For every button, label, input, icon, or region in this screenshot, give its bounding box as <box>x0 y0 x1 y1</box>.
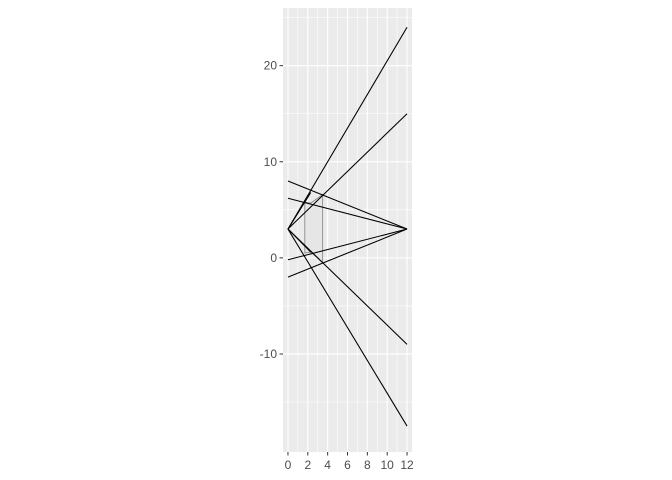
y-tick-label: 0 <box>270 251 277 265</box>
x-tick-label: 6 <box>344 458 351 472</box>
y-tick-label: 10 <box>264 155 278 169</box>
y-tick-label: 20 <box>264 59 278 73</box>
x-tick-label: 4 <box>324 458 331 472</box>
x-tick-label: 2 <box>304 458 311 472</box>
x-tick-label: 8 <box>364 458 371 472</box>
x-tick-label: 0 <box>285 458 292 472</box>
x-axis: 0 2 4 6 8 10 12 <box>285 452 414 472</box>
y-tick-label: -10 <box>260 347 278 361</box>
x-tick-label: 12 <box>400 458 414 472</box>
y-axis: -10 0 10 20 <box>260 59 283 361</box>
x-tick-label: 10 <box>381 458 395 472</box>
